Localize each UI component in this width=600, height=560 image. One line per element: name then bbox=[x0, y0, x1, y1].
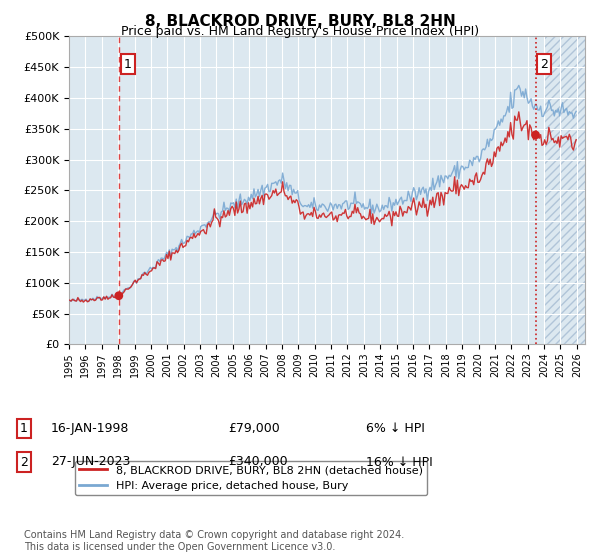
Legend: 8, BLACKROD DRIVE, BURY, BL8 2HN (detached house), HPI: Average price, detached : 8, BLACKROD DRIVE, BURY, BL8 2HN (detach… bbox=[74, 461, 427, 495]
Text: 1: 1 bbox=[20, 422, 28, 435]
Text: Price paid vs. HM Land Registry's House Price Index (HPI): Price paid vs. HM Land Registry's House … bbox=[121, 25, 479, 38]
Text: 16-JAN-1998: 16-JAN-1998 bbox=[51, 422, 130, 435]
Point bbox=[114, 291, 124, 300]
Text: 6% ↓ HPI: 6% ↓ HPI bbox=[366, 422, 425, 435]
Point bbox=[531, 130, 541, 139]
Text: £79,000: £79,000 bbox=[228, 422, 280, 435]
Text: 1: 1 bbox=[124, 58, 131, 71]
Text: 2: 2 bbox=[20, 455, 28, 469]
Text: 8, BLACKROD DRIVE, BURY, BL8 2HN: 8, BLACKROD DRIVE, BURY, BL8 2HN bbox=[145, 14, 455, 29]
Text: 2: 2 bbox=[541, 58, 548, 71]
Text: Contains HM Land Registry data © Crown copyright and database right 2024.
This d: Contains HM Land Registry data © Crown c… bbox=[24, 530, 404, 552]
Bar bbox=[544, 36, 585, 344]
Text: 27-JUN-2023: 27-JUN-2023 bbox=[51, 455, 130, 469]
Text: £340,000: £340,000 bbox=[228, 455, 287, 469]
Text: 16% ↓ HPI: 16% ↓ HPI bbox=[366, 455, 433, 469]
